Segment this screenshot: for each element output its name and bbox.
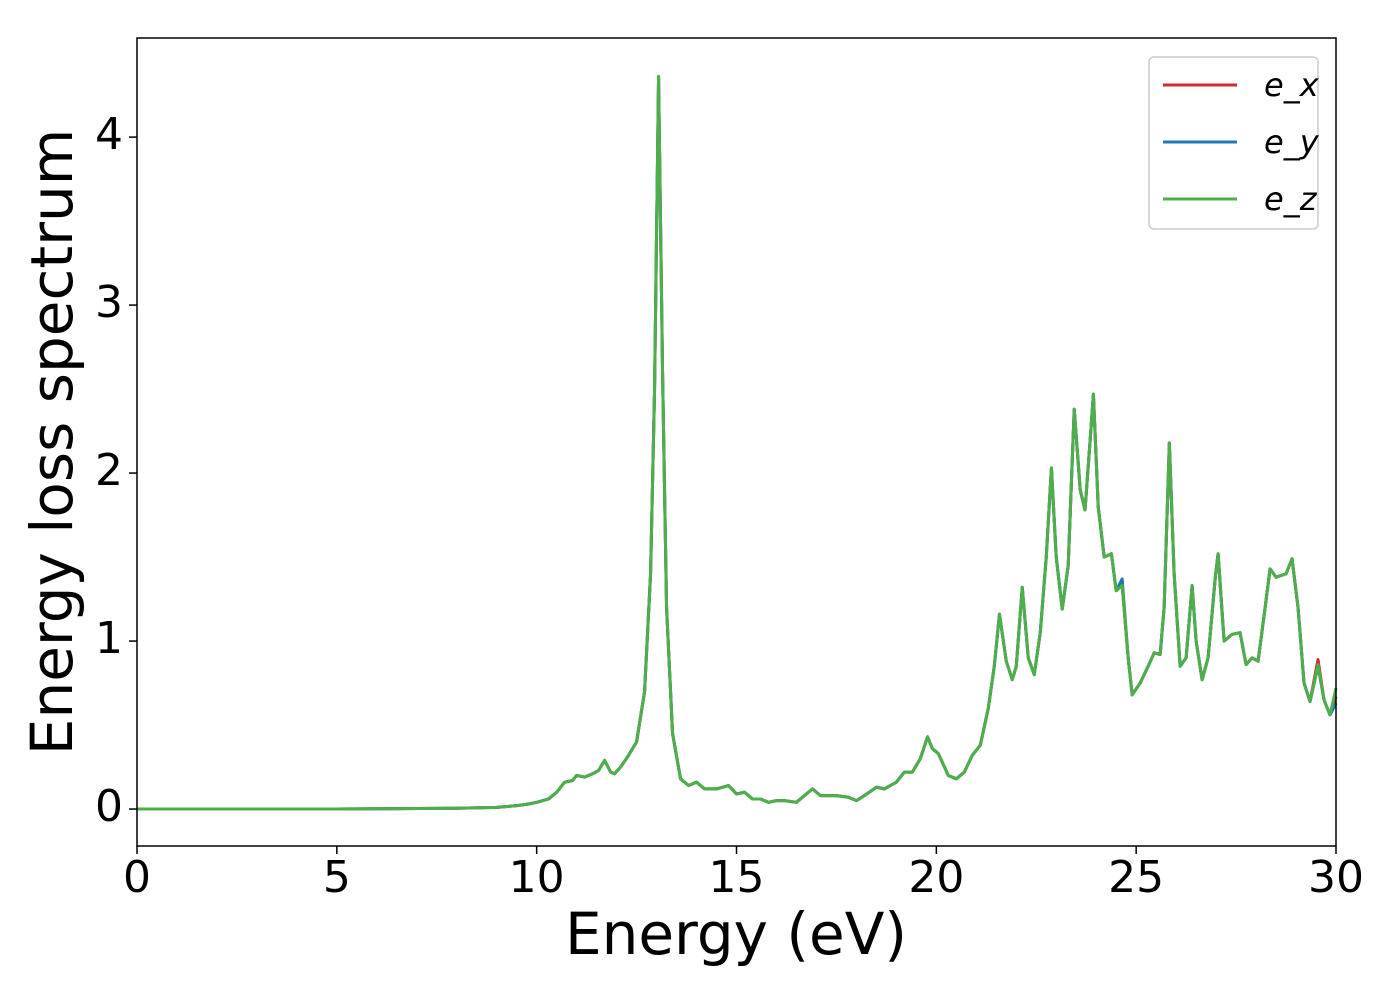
- legend-label: e_y: [1264, 123, 1320, 161]
- x-tick-label: 25: [1108, 852, 1164, 903]
- x-tick-label: 30: [1308, 852, 1364, 903]
- y-tick-label: 4: [95, 109, 123, 160]
- y-tick-label: 2: [95, 445, 123, 496]
- x-tick-label: 10: [509, 852, 565, 903]
- plot-frame: [136, 37, 1337, 847]
- y-tick-label: 3: [95, 277, 123, 328]
- x-tick-label: 0: [123, 852, 151, 903]
- data-line: [137, 75, 1338, 811]
- y-tick-label: 0: [95, 781, 123, 832]
- x-tick-label: 15: [709, 852, 765, 903]
- y-axis-label: Energy loss spectrum: [18, 129, 86, 755]
- y-tick-label: 1: [95, 613, 123, 664]
- legend-label: e_x: [1264, 66, 1320, 104]
- x-axis-label: Energy (eV): [565, 900, 907, 968]
- legend-label: e_z: [1264, 180, 1318, 218]
- x-tick-label: 20: [908, 852, 964, 903]
- x-tick-label: 5: [323, 852, 351, 903]
